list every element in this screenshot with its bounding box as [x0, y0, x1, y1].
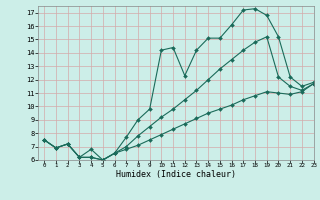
X-axis label: Humidex (Indice chaleur): Humidex (Indice chaleur)	[116, 170, 236, 179]
